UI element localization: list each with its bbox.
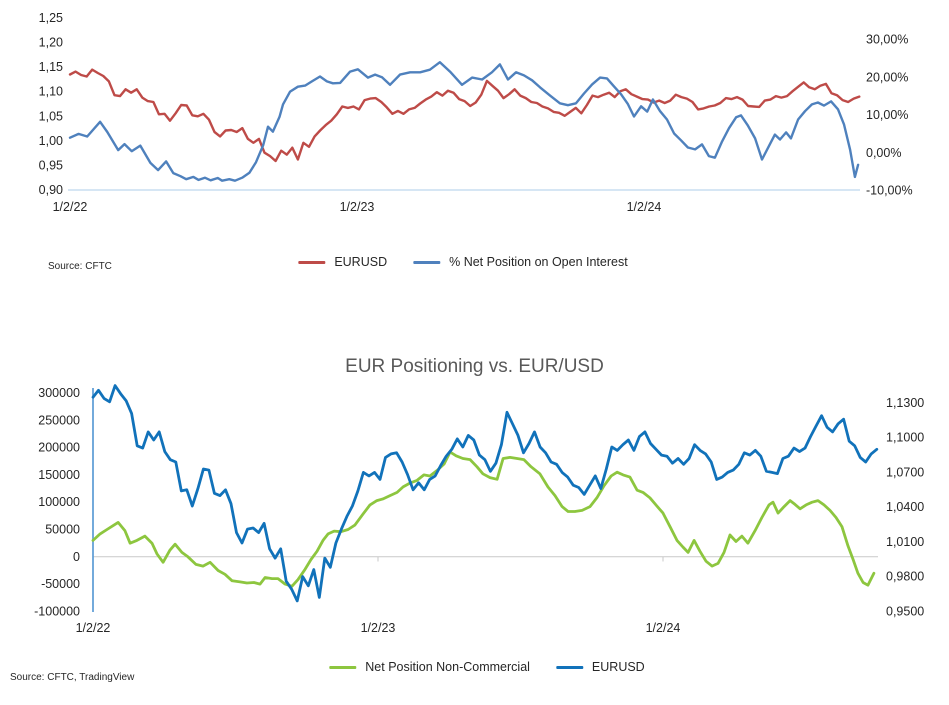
left-axis-tick-label: 1,05 <box>39 109 63 123</box>
series-line-eurusd <box>68 68 861 163</box>
legend-item-eurusd-bottom: EURUSD <box>555 660 645 674</box>
right-axis-tick-label: 0,9800 <box>886 570 924 584</box>
left-axis-tick-label: 1,20 <box>39 36 63 50</box>
eurusd-line-swatch <box>298 260 326 264</box>
right-axis-tick-label: 10,00% <box>866 108 908 122</box>
left-axis-tick-label: 300000 <box>38 386 80 400</box>
x-axis-tick-label: 1/2/23 <box>361 621 396 635</box>
right-axis-tick-label: 30,00% <box>866 33 908 47</box>
left-axis-tick-label: 250000 <box>38 413 80 427</box>
right-axis-tick-label: 0,9500 <box>886 604 924 618</box>
right-axis-tick-label: 1,0700 <box>886 465 924 479</box>
legend-label: Net Position Non-Commercial <box>365 660 530 674</box>
right-axis-tick-label: 1,0400 <box>886 500 924 514</box>
right-axis-tick-label: 0,00% <box>866 146 901 160</box>
left-axis-tick-label: 50000 <box>45 523 80 537</box>
left-axis-tick-label: 0,90 <box>39 183 63 197</box>
bottom-chart: 300000 250000 200000 150000 100000 50000 0 -500… <box>34 384 924 635</box>
series-line-net-position-non-commercial <box>91 450 876 588</box>
right-axis-tick-label: 20,00% <box>866 70 908 84</box>
left-axis-tick-label: 150000 <box>38 468 80 482</box>
series-line-eurusd <box>91 384 879 603</box>
bottom-chart-legend: Net Position Non-Commercial EURUSD <box>329 660 645 674</box>
right-axis-tick-label: 1,0100 <box>886 535 924 549</box>
legend-item-net-position-oi: % Net Position on Open Interest <box>413 255 628 269</box>
legend-item-eurusd: EURUSD <box>298 255 387 269</box>
left-axis-tick-label: 0 <box>73 550 80 564</box>
left-axis-tick-label: 0,95 <box>39 158 63 172</box>
eurusd-line-swatch <box>555 665 583 669</box>
left-axis-tick-label: -100000 <box>34 604 80 618</box>
legend-label: % Net Position on Open Interest <box>449 255 628 269</box>
left-axis-tick-label: 100000 <box>38 495 80 509</box>
x-axis-tick-label: 1/2/23 <box>340 200 375 214</box>
right-axis-tick-label: 1,1000 <box>886 431 924 445</box>
right-axis-tick-label: 1,1300 <box>886 396 924 410</box>
net-position-noncommercial-line-swatch <box>329 665 357 669</box>
top-chart-legend: EURUSD % Net Position on Open Interest <box>298 255 628 269</box>
top-chart-source: Source: CFTC <box>48 261 112 272</box>
legend-label: EURUSD <box>591 660 645 674</box>
series-line--net-position-on-open-interest <box>68 61 860 182</box>
x-axis-tick-label: 1/2/24 <box>646 621 681 635</box>
top-chart: 1,25 1,20 1,15 1,10 1,05 1,00 0,95 0,90 30,00% 20… <box>39 11 913 214</box>
left-axis-tick-label: 1,10 <box>39 85 63 99</box>
bottom-chart-source: Source: CFTC, TradingView <box>10 672 135 683</box>
left-axis-tick-label: 1,15 <box>39 60 63 74</box>
x-axis-tick-label: 1/2/22 <box>76 621 111 635</box>
left-axis-tick-label: -50000 <box>41 577 80 591</box>
net-position-line-swatch <box>413 260 441 264</box>
left-axis-tick-label: 1,00 <box>39 134 63 148</box>
legend-label: EURUSD <box>334 255 388 269</box>
x-axis-tick-label: 1/2/24 <box>627 200 662 214</box>
left-axis-tick-label: 200000 <box>38 441 80 455</box>
x-axis-tick-label: 1/2/22 <box>53 200 88 214</box>
right-axis-tick-label: -10,00% <box>866 184 913 198</box>
bottom-chart-title: EUR Positioning vs. EUR/USD <box>345 356 604 377</box>
left-axis-tick-label: 1,25 <box>39 11 63 25</box>
legend-item-net-position-noncommercial: Net Position Non-Commercial <box>329 660 530 674</box>
